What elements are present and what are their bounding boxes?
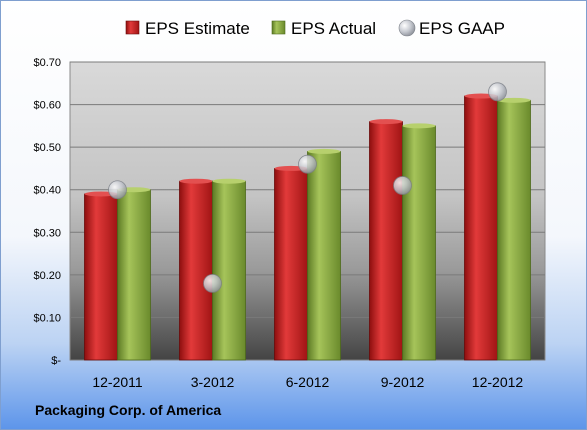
company-name: Packaging Corp. of America xyxy=(35,402,222,418)
legend-swatch-estimate xyxy=(125,20,140,35)
x-tick-label: 12-2011 xyxy=(92,374,143,390)
y-tick-label: $0.10 xyxy=(33,312,61,324)
bar-cap-actual xyxy=(212,178,246,184)
point-eps-gaap xyxy=(203,273,222,293)
y-tick-label: $0.70 xyxy=(33,57,61,69)
bar-cap-estimate xyxy=(369,119,403,125)
bar-eps-actual xyxy=(497,99,531,361)
point-eps-gaap xyxy=(393,176,412,195)
bar-eps-estimate xyxy=(464,95,498,361)
bar-cap-actual xyxy=(307,148,341,154)
x-tick-label: 9-2012 xyxy=(381,374,425,390)
legend-label: EPS GAAP xyxy=(419,19,505,38)
y-tick-label: $- xyxy=(51,355,61,367)
bar-cap-actual xyxy=(402,123,436,129)
y-tick-label: $0.50 xyxy=(33,142,61,154)
bar-eps-actual xyxy=(402,125,436,361)
legend-label: EPS Actual xyxy=(291,19,376,38)
legend-label: EPS Estimate xyxy=(145,19,250,38)
point-eps-gaap xyxy=(108,180,127,200)
y-tick-label: $0.60 xyxy=(33,100,61,112)
bar-eps-actual xyxy=(117,189,151,361)
legend-swatch-actual xyxy=(271,20,286,35)
x-tick-label: 3-2012 xyxy=(191,374,235,390)
bar-eps-estimate xyxy=(84,193,118,361)
bar-eps-actual xyxy=(307,150,341,361)
y-tick-label: $0.40 xyxy=(33,185,61,197)
legend-swatch-gaap xyxy=(398,19,416,37)
point-eps-gaap xyxy=(488,82,507,102)
point-eps-gaap xyxy=(298,154,317,174)
y-tick-label: $0.20 xyxy=(33,270,61,282)
bar-cap-actual xyxy=(497,97,531,103)
y-tick-label: $0.30 xyxy=(33,227,61,239)
x-tick-label: 12-2012 xyxy=(472,374,524,390)
bar-eps-estimate xyxy=(369,121,403,361)
bar-eps-estimate xyxy=(179,180,213,361)
bar-eps-estimate xyxy=(274,168,308,361)
bar-eps-actual xyxy=(212,180,246,361)
bar-cap-estimate xyxy=(179,178,213,184)
x-tick-label: 6-2012 xyxy=(286,374,330,390)
